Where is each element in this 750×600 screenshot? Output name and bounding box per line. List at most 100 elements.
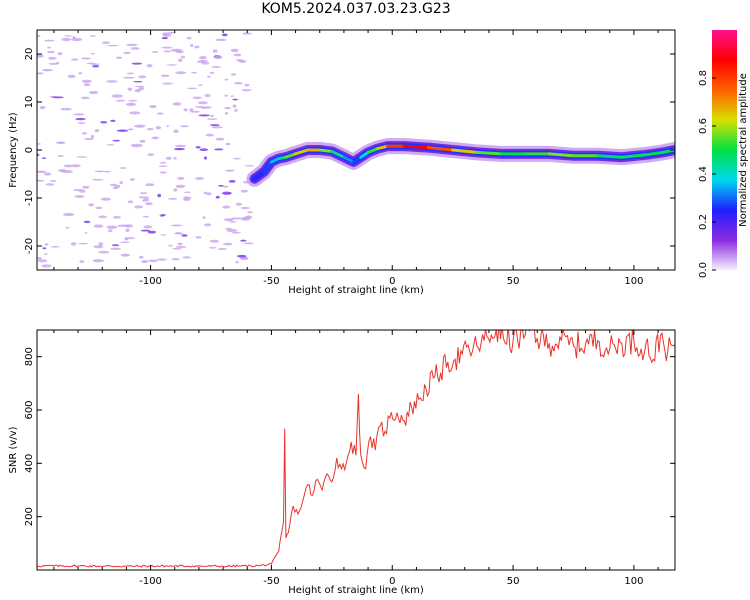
spectrogram-noise-blob xyxy=(139,139,146,143)
snr-x-tick-label: -50 xyxy=(263,576,279,587)
spectrogram-noise-blob xyxy=(180,55,186,59)
spectrogram-noise-blob xyxy=(146,127,154,131)
spectrogram-noise-blob xyxy=(221,191,232,195)
spectrogram-noise-blob xyxy=(157,193,162,198)
spectrogram-noise-blob xyxy=(112,216,121,219)
snr-x-tick-label: 50 xyxy=(507,576,520,587)
spectrogram-noise-blob xyxy=(166,64,178,66)
spectrogram-noise-blob xyxy=(126,72,134,75)
spectrogram-noise-blob xyxy=(98,250,110,254)
snr-y-tick-label: 800 xyxy=(24,347,35,366)
spectrogram-ridge-segment xyxy=(427,146,455,152)
snr-frame xyxy=(36,329,676,571)
spectrogram-noise-blob xyxy=(122,76,135,79)
spectrogram-noise-blob xyxy=(217,248,227,251)
spectrogram-noise-blob xyxy=(78,71,82,75)
spectrogram-noise-blob xyxy=(235,59,244,61)
spectrogram-noise-blob xyxy=(71,37,83,42)
spectrogram-y-tick-label: -20 xyxy=(24,238,35,254)
spectrogram-noise-blob xyxy=(37,259,48,263)
spectrogram-noise-blob xyxy=(37,153,40,157)
spectrogram-noise-blob xyxy=(230,48,239,53)
spectrogram-noise-blob xyxy=(133,80,143,83)
spectrogram-ridge-layer xyxy=(246,138,675,187)
snr-chart: -100 -50 0 50 100 200 400 600 800 Height of str… xyxy=(8,329,676,596)
spectrogram-noise-blob xyxy=(65,226,70,229)
spectrogram-noise-blob xyxy=(194,177,205,180)
spectrogram-noise-blob xyxy=(186,36,192,40)
spectrogram-noise-blob xyxy=(162,82,173,85)
spectrogram-noise-blob xyxy=(232,104,237,108)
spectrogram-noise-blob xyxy=(210,66,222,68)
spectrogram-noise-blob xyxy=(43,253,48,255)
spectrogram-noise-blob xyxy=(63,164,73,168)
snr-x-tick-label: 0 xyxy=(389,576,395,587)
spectrogram-noise-blob xyxy=(46,50,56,54)
spectrogram-x-tick-label: 100 xyxy=(624,276,643,287)
spectrogram-noise-blob xyxy=(209,71,215,74)
spectrogram-noise-blob xyxy=(165,156,172,160)
spectrogram-noise-blob xyxy=(228,221,238,223)
spectrogram-noise-blob xyxy=(191,71,197,74)
spectrogram-noise-blob xyxy=(134,85,145,88)
spectrogram-noise-blob xyxy=(218,184,224,187)
spectrogram-ridge-segment xyxy=(402,144,430,150)
spectrogram-noise-blob xyxy=(109,183,118,187)
spectrogram-noise-blob xyxy=(124,224,133,228)
spectrogram-noise-blob xyxy=(167,31,176,34)
spectrogram-noise-blob xyxy=(123,51,131,55)
spectrogram-noise-blob xyxy=(106,144,115,146)
spectrogram-noise-blob xyxy=(203,191,208,195)
spectrogram-x-tick-label: 50 xyxy=(507,276,520,287)
spectrogram-x-tick-label: 0 xyxy=(389,276,395,287)
spectrogram-noise-blob xyxy=(170,224,183,227)
spectrogram-noise-blob xyxy=(161,32,170,36)
spectrogram-noise-blob xyxy=(44,39,55,42)
spectrogram-ridge-segment xyxy=(596,154,624,159)
spectrogram-noise-blob xyxy=(232,157,242,160)
spectrogram-noise-blob xyxy=(125,228,130,232)
spectrogram-noise-blob xyxy=(199,148,209,151)
spectrogram-noise-blob xyxy=(166,125,170,128)
spectrogram-noise-blob xyxy=(173,188,178,192)
spectrogram-noise-blob xyxy=(204,223,212,227)
spectrogram-noise-blob xyxy=(48,62,59,65)
snr-series-line xyxy=(37,330,675,568)
spectrogram-noise-blob xyxy=(222,205,231,209)
colorbar-tick-label: 0.8 xyxy=(698,70,709,86)
spectrogram-ridge-segment xyxy=(318,148,334,153)
spectrogram-noise-blob xyxy=(90,63,100,65)
spectrogram-noise-blob xyxy=(93,224,104,228)
spectrogram-noise-blob xyxy=(128,128,134,131)
snr-x-tick-label: -100 xyxy=(139,576,162,587)
spectrogram-noise-blob xyxy=(143,198,150,202)
snr-y-axis-label: SNR (v/v) xyxy=(8,426,19,473)
spectrogram-noise-blob xyxy=(145,183,155,187)
spectrogram-y-axis-label: Frequency (Hz) xyxy=(8,112,19,188)
spectrogram-noise-blob xyxy=(209,124,220,126)
spectrogram-noise-blob xyxy=(170,48,182,52)
spectrogram-noise-blob xyxy=(131,62,143,65)
spectrogram-noise-blob xyxy=(212,49,218,53)
spectrogram-y-tick-label: 20 xyxy=(24,48,35,61)
spectrogram-noise-blob xyxy=(224,112,228,115)
spectrogram-ridge-segment xyxy=(451,148,479,154)
spectrogram-noise-blob xyxy=(74,195,85,198)
snr-y-tick-label: 200 xyxy=(24,507,35,526)
spectrogram-noise-blob xyxy=(116,129,129,132)
spectrogram-noise-blob xyxy=(224,106,232,110)
spectrogram-noise-blob xyxy=(120,241,130,244)
spectrogram-noise-blob xyxy=(141,260,149,264)
spectrogram-noise-blob xyxy=(119,167,127,169)
spectrogram-noise-blob xyxy=(146,64,153,68)
spectrogram-noise-blob xyxy=(106,225,118,229)
spectrogram-noise-blob xyxy=(92,64,100,68)
spectrogram-noise-blob xyxy=(95,206,103,210)
spectrogram-noise-blob xyxy=(111,94,124,98)
spectrogram-noise-blob xyxy=(206,118,218,120)
spectrogram-noise-blob xyxy=(235,202,242,206)
spectrogram-noise-blob xyxy=(138,255,144,259)
spectrogram-noise-blob xyxy=(228,179,236,183)
spectrogram-noise-blob xyxy=(198,114,211,117)
spectrogram-noise-blob xyxy=(195,236,202,239)
